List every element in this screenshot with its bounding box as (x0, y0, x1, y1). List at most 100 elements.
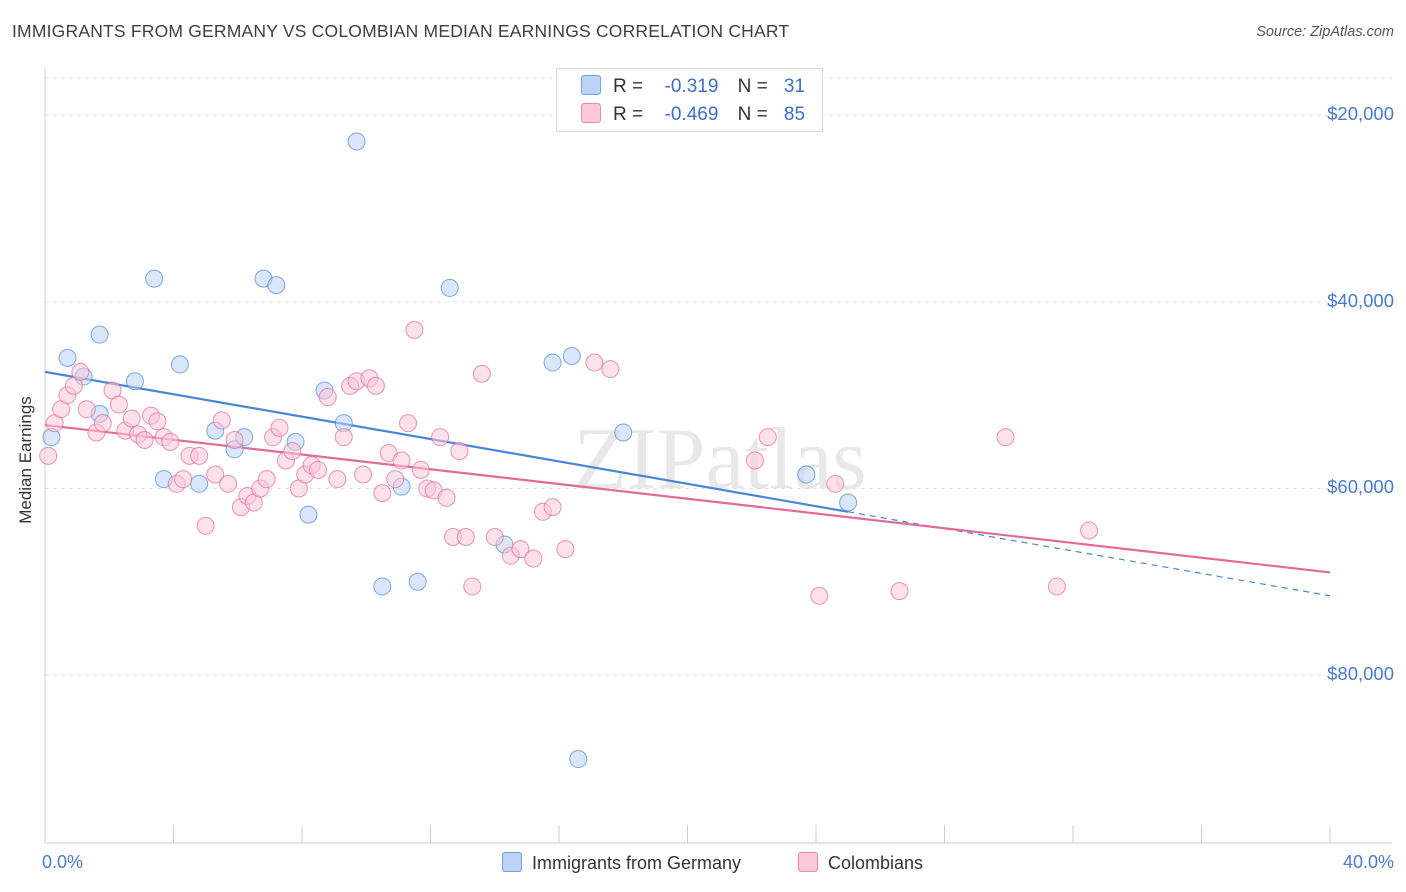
point-colombians (511, 540, 530, 559)
point-colombians (826, 474, 845, 493)
legend-swatch-germany (502, 852, 522, 872)
point-colombians (585, 353, 604, 372)
point-colombians (463, 577, 482, 596)
data-points (39, 132, 1099, 769)
point-colombians (543, 498, 562, 517)
point-germany (440, 278, 459, 297)
point-colombians (411, 460, 430, 479)
legend-label-colombians: Colombians (828, 853, 924, 873)
point-germany (267, 276, 286, 295)
point-germany (125, 372, 144, 391)
point-germany (569, 750, 588, 769)
point-colombians (450, 442, 469, 461)
point-colombians (161, 432, 180, 451)
legend-swatch-germany (581, 75, 601, 95)
point-colombians (556, 540, 575, 559)
point-germany (58, 348, 77, 367)
point-germany (562, 347, 581, 366)
r-label: R = (613, 76, 644, 97)
r-value-colombians: -0.469 (664, 104, 719, 125)
point-colombians (206, 465, 225, 484)
point-germany (408, 572, 427, 591)
y-tick-label: $40,000 (1327, 289, 1394, 311)
point-germany (190, 474, 209, 493)
point-colombians (810, 586, 829, 605)
point-colombians (745, 451, 764, 470)
point-colombians (366, 376, 385, 395)
source-credit: Source: ZipAtlas.com (1256, 24, 1394, 40)
point-colombians (334, 428, 353, 447)
point-germany (373, 577, 392, 596)
point-germany (299, 505, 318, 524)
point-colombians (135, 430, 154, 449)
point-colombians (77, 400, 96, 419)
point-colombians (472, 364, 491, 383)
point-colombians (890, 582, 909, 601)
point-colombians (190, 446, 209, 465)
legend-row-germany: R = -0.319 N = 31 (581, 75, 805, 97)
y-axis-title: Median Earnings (16, 396, 35, 524)
legend-label-germany: Immigrants from Germany (532, 853, 742, 873)
point-germany (839, 493, 858, 512)
point-colombians (122, 409, 141, 428)
y-tick-label: $60,000 (1327, 476, 1394, 498)
stats-legend: R = -0.319 N = 31 R = -0.469 N = 85 (556, 68, 823, 132)
point-colombians (270, 418, 289, 437)
chart-title: IMMIGRANTS FROM GERMANY VS COLOMBIAN MED… (12, 21, 790, 41)
point-colombians (354, 465, 373, 484)
n-value-germany: 31 (783, 76, 806, 97)
legend-item-germany[interactable]: Immigrants from Germany (502, 852, 741, 874)
point-colombians (405, 320, 424, 339)
point-germany (543, 353, 562, 372)
point-colombians (328, 470, 347, 489)
y-tick-label: $80,000 (1327, 663, 1394, 685)
point-germany (347, 132, 366, 151)
point-colombians (996, 428, 1015, 447)
point-colombians (309, 460, 328, 479)
r-label: R = (613, 104, 644, 125)
r-value-germany: -0.319 (664, 76, 719, 97)
point-colombians (601, 360, 620, 379)
point-colombians (148, 412, 167, 431)
point-colombians (39, 446, 58, 465)
watermark: ZIPatlas (573, 411, 866, 508)
point-germany (797, 465, 816, 484)
point-colombians (196, 516, 215, 535)
point-colombians (392, 451, 411, 470)
point-germany (614, 423, 633, 442)
trend-lines (44, 370, 1331, 597)
point-colombians (373, 484, 392, 503)
point-germany (145, 269, 164, 288)
point-colombians (71, 362, 90, 381)
point-colombians (93, 414, 112, 433)
legend-swatch-colombians (581, 103, 601, 123)
series-legend: Immigrants from Germany Colombians (0, 852, 1406, 878)
point-colombians (524, 549, 543, 568)
point-germany (90, 325, 109, 344)
legend-item-colombians[interactable]: Colombians (798, 852, 923, 874)
point-colombians (431, 428, 450, 447)
trend-colombians (44, 423, 1331, 574)
x-tick-min: 0.0% (42, 852, 84, 872)
point-colombians (456, 528, 475, 546)
point-colombians (219, 474, 238, 493)
legend-swatch-colombians (798, 852, 818, 872)
point-colombians (257, 470, 276, 489)
x-tick-max: 40.0% (1342, 852, 1394, 872)
point-colombians (318, 388, 337, 407)
n-value-colombians: 85 (783, 104, 806, 125)
point-colombians (758, 428, 777, 447)
point-colombians (283, 442, 302, 461)
point-colombians (1047, 577, 1066, 596)
gridlines (45, 77, 1392, 676)
legend-row-colombians: R = -0.469 N = 85 (581, 103, 805, 125)
point-colombians (386, 470, 405, 489)
point-colombians (225, 430, 244, 449)
point-colombians (485, 528, 504, 546)
n-label: N = (737, 104, 768, 125)
point-colombians (1080, 521, 1099, 540)
point-germany (170, 355, 189, 374)
point-colombians (399, 414, 418, 433)
point-colombians (109, 395, 128, 414)
